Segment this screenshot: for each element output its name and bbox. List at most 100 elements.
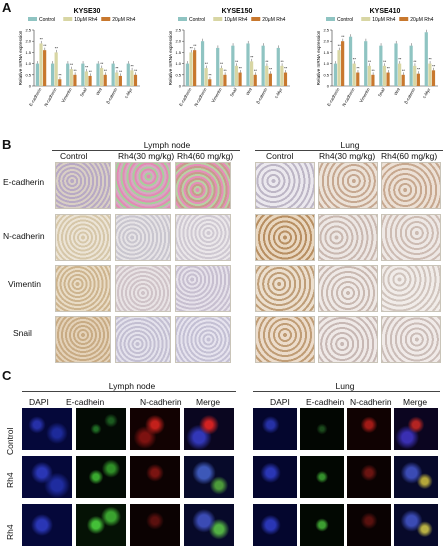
bar (84, 71, 89, 86)
x-category-label: Wnt (95, 86, 103, 96)
significance-mark: ** (265, 59, 269, 64)
panel-c-col-lymph-ecad: E-cadhein (66, 397, 105, 407)
bar (348, 36, 353, 86)
legend-label: 10μM Rh4 (372, 17, 395, 23)
if-lung-rh4a-ncad (347, 456, 391, 498)
ihc-lymph-ecad-rh4-60 (175, 162, 231, 209)
y-tick-label: 2.5 (175, 28, 181, 33)
y-axis-title: Relative mRNA expression (18, 30, 23, 85)
ihc-lymph-vim-control (55, 265, 111, 312)
bar (115, 72, 119, 86)
if-lymph-control-ncad (130, 408, 180, 450)
panel-c-section-title-lymph: Lymph node (108, 381, 156, 391)
y-tick-label: 1.5 (25, 50, 31, 55)
significance-mark: ** (284, 66, 288, 71)
ihc-lymph-ncad-rh4-30 (115, 214, 171, 261)
panel-c-row-control: Control (5, 427, 15, 455)
panel-c-divider-lung (253, 391, 440, 392)
panel-b-col-lymph-rh4-30: Rh4(30 mg/kg) (118, 151, 175, 161)
bar (386, 72, 390, 86)
panel-b-col-lung-control: Control (266, 151, 294, 161)
significance-mark: ** (338, 43, 342, 48)
panel-b-row-ncadherin: N-cadherin (3, 231, 45, 241)
ihc-lymph-ecad-control (55, 162, 111, 209)
bar (193, 50, 197, 86)
bar (280, 65, 284, 86)
bar (333, 63, 338, 86)
y-tick-label: 0.5 (175, 72, 181, 77)
panel-b-col-lymph-rh4-60: Rh4(60 mg/kg) (177, 151, 234, 161)
ihc-lung-ecad-control (255, 162, 315, 209)
panel-c-col-lymph-merge: Merge (196, 397, 221, 407)
x-category-label: N-cadherin (43, 86, 58, 107)
if-lung-control-merge (394, 408, 438, 450)
y-axis-title: Relative mRNA expression (168, 30, 173, 85)
panel-b-col-lung-rh4-30: Rh4(30 mg/kg) (319, 151, 376, 161)
y-tick-label: 1.0 (25, 61, 31, 66)
ihc-lung-vim-rh4-60 (381, 265, 441, 312)
y-tick-label: 1.0 (323, 61, 329, 66)
if-lung-control-dapi (253, 408, 297, 450)
x-category-label: Snail (377, 87, 386, 98)
chart-kyse150: KYSE150 Control 10μM Rh4 20μM Rh4 0 0.5 1.0 1.5… (168, 8, 290, 107)
bar (231, 45, 235, 86)
significance-mark: ** (85, 64, 89, 69)
legend-swatch (63, 17, 73, 21)
if-lymph-control-dapi (22, 408, 72, 450)
significance-mark: ** (74, 68, 78, 73)
chart-title: KYSE410 (370, 8, 401, 15)
panel-c-row-rh4-a: Rh4 (5, 472, 15, 488)
legend-swatch (251, 17, 261, 21)
significance-mark: ** (224, 68, 228, 73)
bar (367, 65, 371, 86)
panel-b-col-lymph-control: Control (60, 151, 88, 161)
legend-swatch (178, 17, 187, 21)
chart-title: KYSE150 (222, 8, 253, 15)
if-lymph-rh4b-dapi (22, 504, 72, 546)
x-category-label: c-Myc (421, 87, 431, 99)
bar (216, 47, 220, 86)
bar (200, 41, 205, 86)
if-lymph-control-merge (184, 408, 234, 450)
y-tick-label: 1.0 (175, 61, 181, 66)
y-tick-label: 1.5 (323, 50, 329, 55)
significance-mark: ** (100, 61, 104, 66)
panel-label-c: C (2, 368, 12, 383)
if-lymph-rh4a-ecad (76, 456, 126, 498)
significance-mark: ** (402, 68, 406, 73)
panel-c-col-lung-ecad: E-cadhein (306, 397, 345, 407)
ihc-lung-ncad-rh4-30 (318, 214, 378, 261)
panel-label-a: A (2, 0, 12, 15)
if-lymph-rh4b-merge (184, 504, 234, 546)
bar (219, 68, 223, 86)
panel-b-col-lung-rh4-60: Rh4(60 mg/kg) (381, 151, 438, 161)
significance-mark: ** (205, 61, 209, 66)
legend-swatch (28, 17, 37, 21)
bar (413, 65, 417, 86)
if-lung-rh4b-dapi (253, 504, 297, 546)
legend-label: Control (39, 17, 55, 23)
bar (283, 72, 288, 86)
bar (382, 65, 387, 86)
x-category-label: Vimentin (60, 86, 73, 103)
significance-mark: ** (372, 68, 376, 73)
ihc-lymph-snail-control (55, 316, 111, 363)
x-category-label: N-cadherin (341, 86, 356, 107)
legend-label: 20μM Rh4 (262, 17, 285, 23)
if-lung-rh4a-dapi (253, 456, 297, 498)
bar (39, 43, 43, 86)
if-lung-rh4a-merge (394, 456, 438, 498)
x-category-label: c-Myc (123, 87, 133, 99)
y-tick-label: 0 (29, 84, 32, 89)
significance-mark: ** (281, 59, 285, 64)
bar (364, 41, 368, 86)
x-category-label: E-cadherin (28, 86, 43, 107)
bar (118, 75, 122, 86)
significance-mark: ** (429, 57, 433, 62)
x-category-label: Snail (229, 87, 238, 98)
x-category-label: E-cadherin (178, 86, 193, 107)
legend-swatch (361, 17, 371, 21)
significance-mark: ** (254, 68, 258, 73)
significance-mark: ** (58, 72, 62, 77)
x-category-label: Snail (79, 87, 88, 98)
